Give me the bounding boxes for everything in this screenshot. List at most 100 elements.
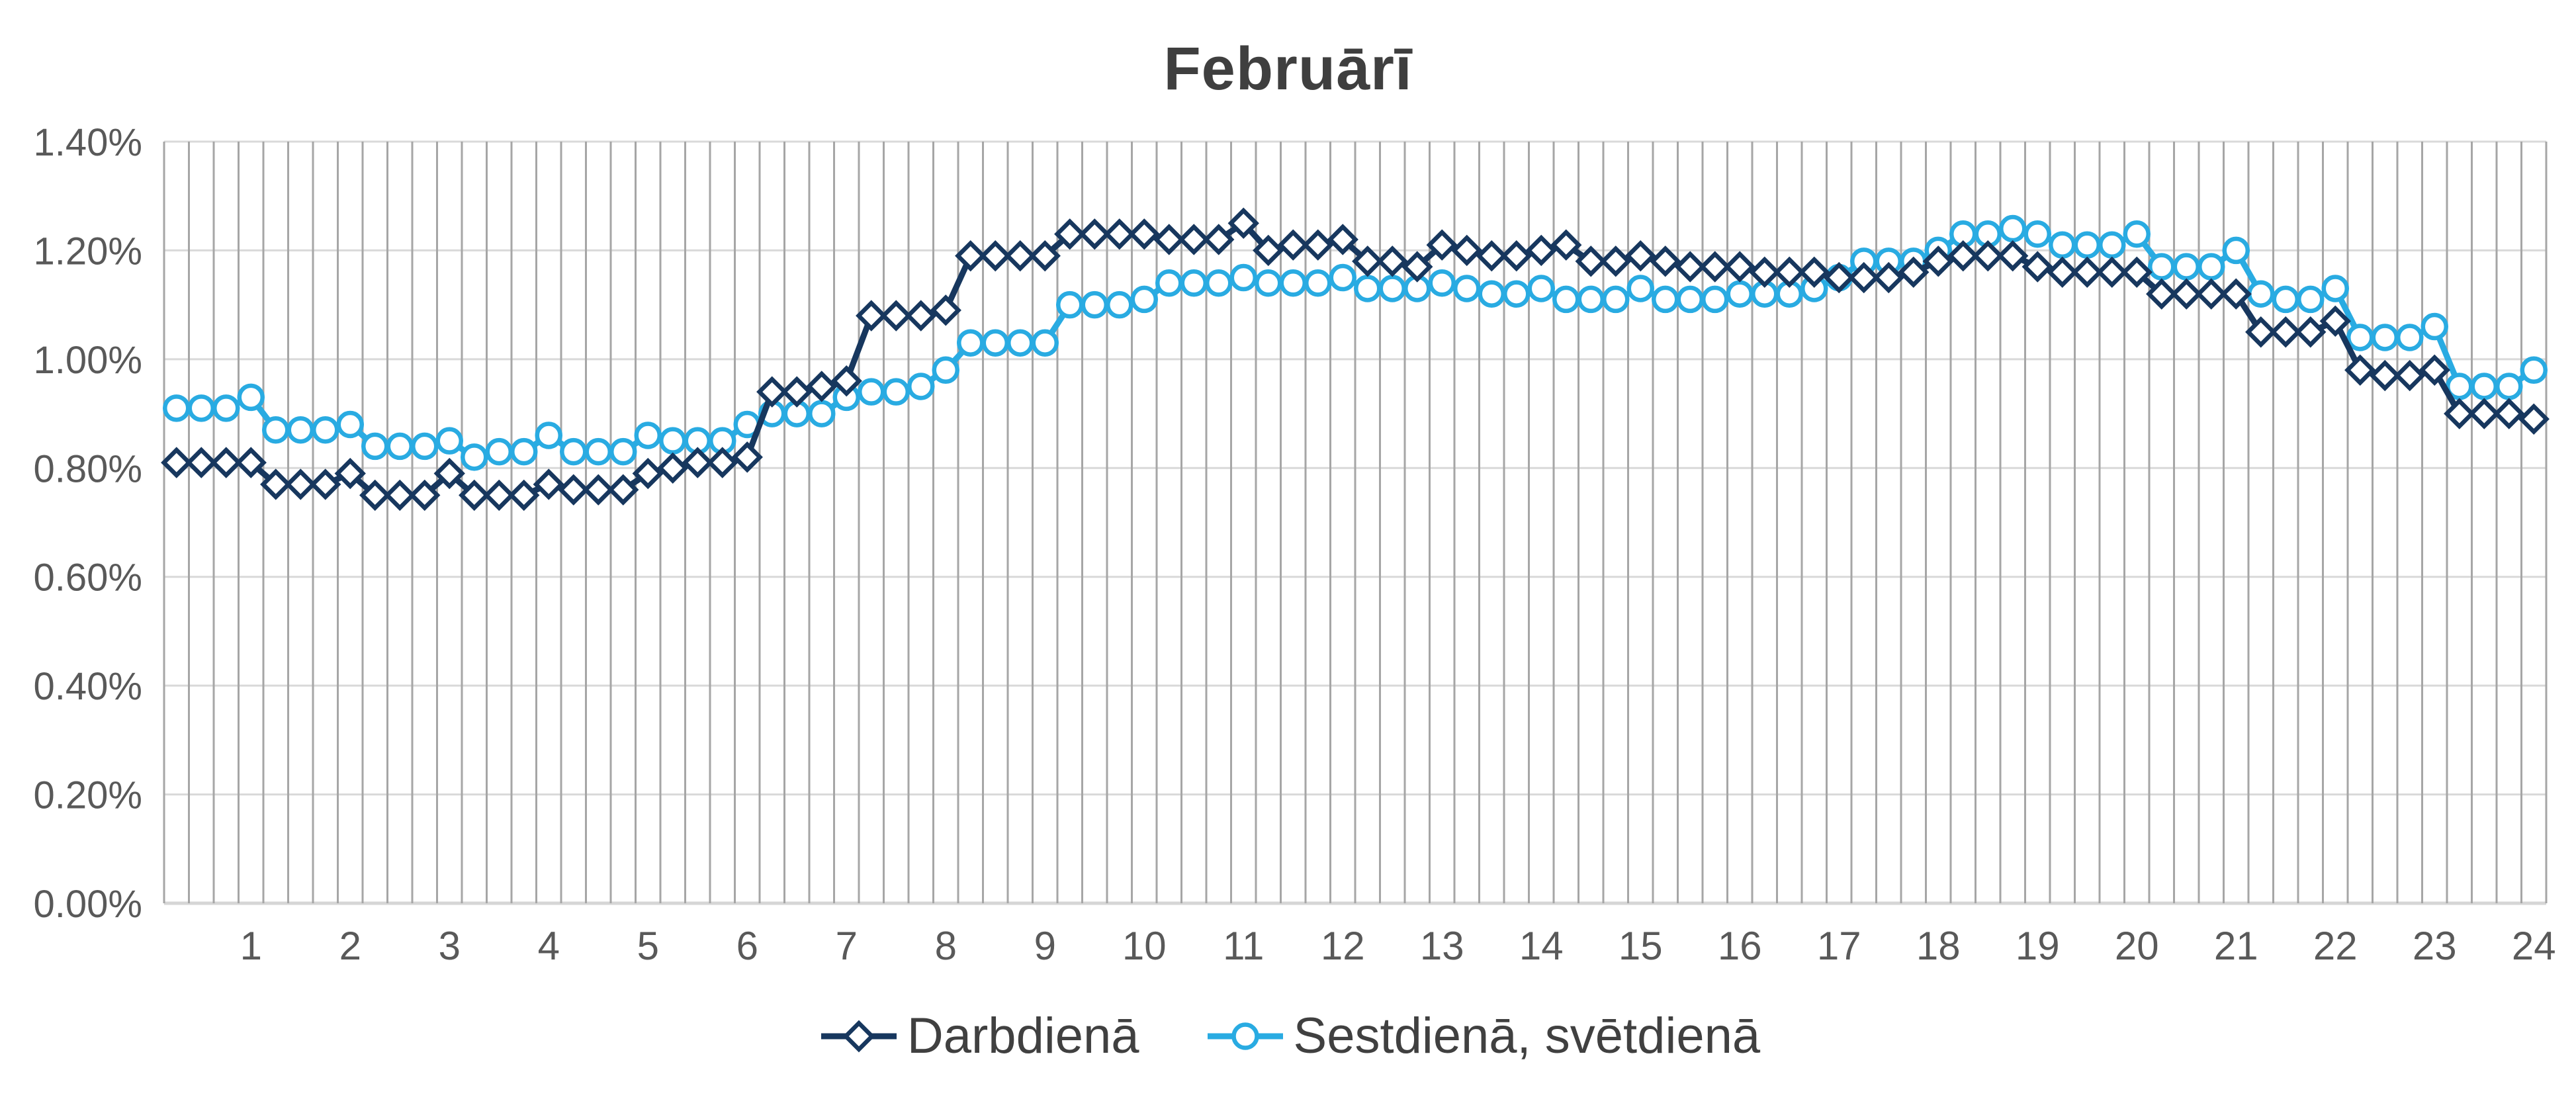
data-point-circle bbox=[411, 432, 439, 461]
data-point-diamond bbox=[1277, 229, 1309, 261]
data-point-diamond bbox=[1104, 218, 1135, 250]
chart-title: Februārī bbox=[1163, 35, 1413, 103]
series-darbdiena bbox=[161, 207, 2550, 512]
data-point-circle bbox=[535, 422, 562, 449]
data-point-diamond bbox=[2245, 316, 2277, 348]
data-point-diamond bbox=[1054, 218, 1086, 250]
legend-label-darbdiena: Darbdienā bbox=[907, 1008, 1139, 1064]
x-tick-label: 22 bbox=[2313, 924, 2358, 968]
data-point-circle bbox=[2297, 285, 2325, 314]
data-point-diamond bbox=[1972, 240, 2004, 272]
data-point-diamond bbox=[607, 474, 639, 506]
data-point-circle bbox=[2073, 231, 2101, 259]
data-point-circle bbox=[1180, 269, 1208, 297]
data-point-diamond bbox=[1128, 218, 1160, 250]
data-point-diamond bbox=[1079, 218, 1110, 250]
data-point-circle bbox=[2247, 280, 2275, 308]
data-point-diamond bbox=[930, 294, 961, 326]
data-point-circle bbox=[386, 432, 414, 461]
data-point-diamond bbox=[2493, 398, 2525, 429]
data-point-diamond bbox=[2047, 256, 2078, 289]
data-point-diamond bbox=[856, 300, 887, 332]
x-tick-label: 12 bbox=[1321, 924, 1365, 968]
data-point-diamond bbox=[781, 376, 813, 408]
data-point-circle bbox=[2172, 253, 2200, 281]
data-point-circle bbox=[2470, 373, 2498, 400]
y-tick-label: 0.20% bbox=[34, 774, 142, 817]
data-point-diamond bbox=[2369, 359, 2401, 392]
data-point-diamond bbox=[235, 447, 267, 478]
data-point-diamond bbox=[1947, 240, 1979, 272]
data-point-diamond bbox=[880, 300, 912, 332]
data-point-diamond bbox=[657, 452, 689, 484]
x-tick-label: 3 bbox=[439, 924, 461, 968]
data-point-circle bbox=[1503, 280, 1531, 308]
data-point-diamond bbox=[1401, 251, 1433, 283]
data-point-diamond bbox=[1178, 224, 1210, 255]
data-point-diamond bbox=[384, 479, 416, 512]
data-point-circle bbox=[237, 383, 265, 412]
x-tick-label: 8 bbox=[935, 924, 957, 968]
data-point-circle bbox=[2148, 253, 2176, 281]
data-point-circle bbox=[1552, 285, 1580, 314]
data-point-diamond bbox=[632, 457, 664, 490]
data-point-diamond bbox=[1575, 245, 1607, 277]
x-tick-label: 14 bbox=[1519, 924, 1564, 968]
data-point-diamond bbox=[2096, 256, 2128, 289]
circle-series-marker-icon bbox=[1207, 1022, 1283, 1050]
data-point-diamond bbox=[2444, 398, 2475, 429]
data-point-diamond bbox=[2146, 278, 2178, 310]
data-point-circle bbox=[882, 378, 910, 406]
x-tick-label: 13 bbox=[1420, 924, 1464, 968]
data-point-diamond bbox=[2170, 278, 2202, 310]
data-point-circle bbox=[287, 416, 314, 444]
data-point-diamond bbox=[1004, 240, 1036, 272]
data-point-circle bbox=[1229, 263, 1257, 292]
data-point-circle bbox=[2346, 324, 2374, 351]
data-point-diamond bbox=[210, 447, 242, 478]
y-tick-label: 0.00% bbox=[34, 883, 142, 926]
data-point-diamond bbox=[2071, 256, 2103, 289]
data-point-circle bbox=[1155, 269, 1183, 297]
x-tick-label: 6 bbox=[736, 924, 758, 968]
data-point-diamond bbox=[1848, 261, 1880, 294]
data-point-circle bbox=[2023, 220, 2051, 248]
data-point-circle bbox=[461, 443, 488, 471]
x-tick-label: 7 bbox=[836, 924, 858, 968]
data-point-diamond bbox=[433, 457, 465, 490]
x-tick-label: 21 bbox=[2214, 924, 2258, 968]
data-point-circle bbox=[2049, 231, 2076, 259]
data-point-diamond bbox=[1873, 261, 1904, 294]
data-point-diamond bbox=[756, 376, 788, 408]
data-point-diamond bbox=[1153, 224, 1185, 255]
data-point-diamond bbox=[1253, 234, 1284, 267]
data-point-diamond bbox=[1525, 234, 1557, 267]
data-point-diamond bbox=[1749, 256, 1781, 289]
data-point-circle bbox=[1726, 280, 1754, 308]
data-point-diamond bbox=[1997, 240, 2029, 272]
data-point-circle bbox=[2222, 236, 2250, 265]
data-point-circle bbox=[1255, 269, 1282, 297]
y-tick-label: 0.60% bbox=[34, 556, 142, 600]
data-point-circle bbox=[1453, 275, 1481, 302]
data-point-circle bbox=[1626, 275, 1654, 302]
data-point-diamond bbox=[1501, 240, 1532, 272]
data-point-diamond bbox=[161, 447, 193, 478]
data-point-circle bbox=[336, 410, 364, 439]
data-point-circle bbox=[1354, 275, 1382, 302]
x-tick-label: 20 bbox=[2115, 924, 2159, 968]
data-point-diamond bbox=[558, 474, 590, 506]
y-tick-label: 1.20% bbox=[34, 230, 142, 273]
data-point-circle bbox=[1701, 285, 1729, 314]
data-point-circle bbox=[1652, 285, 1679, 314]
x-tick-label: 15 bbox=[1619, 924, 1663, 968]
data-point-diamond bbox=[2270, 316, 2301, 348]
data-point-circle bbox=[2272, 285, 2299, 314]
data-point-diamond bbox=[1302, 229, 1334, 261]
data-point-diamond bbox=[459, 479, 490, 512]
data-point-circle bbox=[1527, 275, 1555, 302]
data-point-circle bbox=[609, 437, 637, 466]
data-point-diamond bbox=[1898, 256, 1930, 289]
data-point-diamond bbox=[905, 300, 937, 332]
x-tick-label: 1 bbox=[240, 924, 262, 968]
